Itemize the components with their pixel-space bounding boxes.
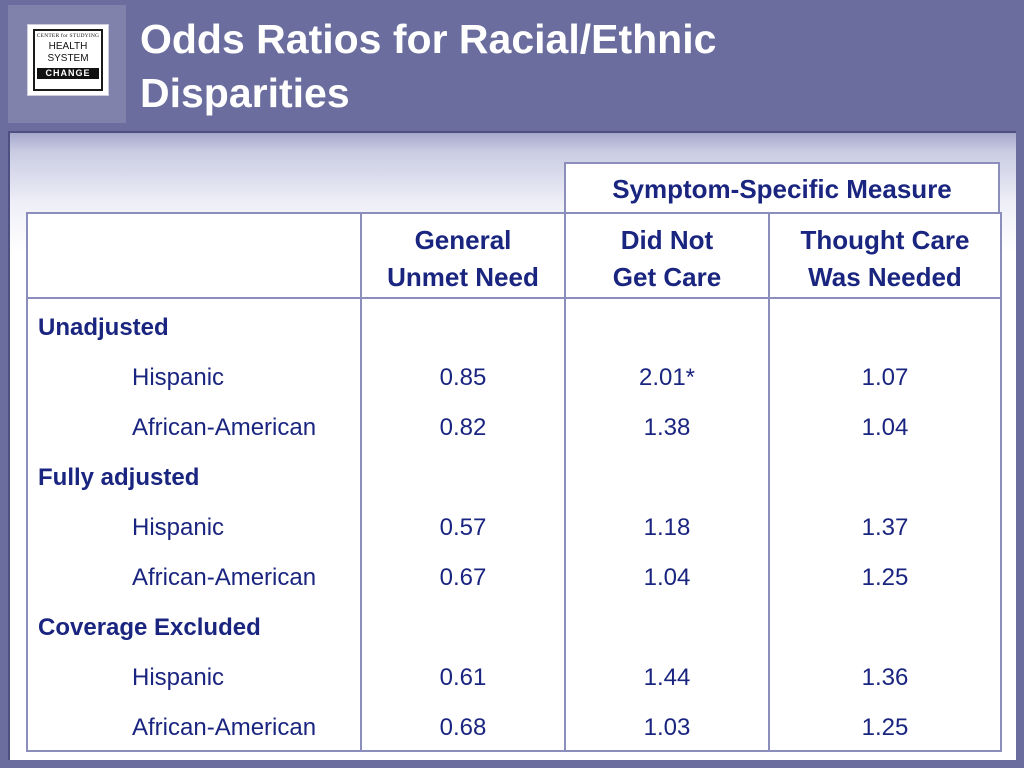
column-header-line: Did Not — [620, 225, 714, 255]
cell-value: 0.68 — [439, 714, 487, 741]
column-header-line: Thought Care — [800, 225, 970, 255]
row-label: Hispanic — [132, 664, 225, 691]
logo-line-4: CHANGE — [37, 68, 99, 79]
table-row: African-American 0.67 1.04 1.25 — [28, 552, 1000, 602]
column-header-line: Get Care — [612, 262, 722, 292]
slide-content: Symptom-Specific Measure General Unmet N… — [8, 131, 1016, 760]
column-header-thought-care-was-needed: Thought Care Was Needed — [770, 222, 1000, 296]
cell-value: 0.82 — [439, 414, 487, 441]
cell-value: 0.85 — [439, 364, 487, 391]
cell-value: 1.36 — [861, 664, 909, 691]
column-divider — [768, 214, 770, 750]
logo-panel: CENTER for STUDYING HEALTH SYSTEM CHANGE — [8, 5, 126, 123]
logo-frame: CENTER for STUDYING HEALTH SYSTEM CHANGE — [33, 29, 103, 91]
row-label: African-American — [132, 714, 317, 741]
odds-ratio-table: General Unmet Need Did Not Get Care Thou… — [26, 212, 1002, 752]
cell-value: 1.03 — [643, 714, 691, 741]
group-label-unadjusted: Unadjusted — [38, 314, 169, 341]
group-label-coverage-excluded: Coverage Excluded — [38, 614, 261, 641]
table-row-group: Unadjusted — [28, 302, 1000, 352]
table-row: Hispanic 0.85 2.01* 1.07 — [28, 352, 1000, 402]
cell-value: 1.25 — [861, 564, 909, 591]
table-row: African-American 0.82 1.38 1.04 — [28, 402, 1000, 452]
group-label-fully-adjusted: Fully adjusted — [38, 464, 200, 491]
cell-value: 0.57 — [439, 514, 487, 541]
table-row: Hispanic 0.61 1.44 1.36 — [28, 652, 1000, 702]
symptom-specific-header-label: Symptom-Specific Measure — [612, 174, 952, 204]
row-label: African-American — [132, 414, 317, 441]
cell-value: 1.04 — [643, 564, 691, 591]
column-header-did-not-get-care: Did Not Get Care — [566, 222, 768, 296]
cell-value: 1.44 — [643, 664, 691, 691]
column-header-line: Was Needed — [808, 262, 962, 292]
logo-line-3: SYSTEM — [47, 53, 89, 64]
row-label: Hispanic — [132, 514, 225, 541]
header-divider — [28, 297, 1000, 299]
slide-title: Odds Ratios for Racial/Ethnic Disparitie… — [140, 12, 1000, 120]
cell-value: 1.25 — [861, 714, 909, 741]
cell-value: 0.67 — [439, 564, 487, 591]
column-header-line: General — [414, 225, 512, 255]
row-label: African-American — [132, 564, 317, 591]
table-row: Hispanic 0.57 1.18 1.37 — [28, 502, 1000, 552]
column-header-line: Unmet Need — [387, 262, 539, 292]
column-divider — [564, 214, 566, 750]
symptom-specific-header: Symptom-Specific Measure — [564, 162, 1000, 212]
table-row-group: Fully adjusted — [28, 452, 1000, 502]
slide-header: CENTER for STUDYING HEALTH SYSTEM CHANGE… — [0, 0, 1024, 130]
cell-value: 1.04 — [861, 414, 909, 441]
slide-title-line-2: Disparities — [140, 70, 350, 116]
cell-value: 2.01* — [638, 364, 696, 391]
column-divider — [360, 214, 362, 750]
column-header-general-unmet-need: General Unmet Need — [362, 222, 564, 296]
logo-line-1: CENTER for STUDYING — [36, 33, 100, 39]
cell-value: 1.38 — [643, 414, 691, 441]
table-row: African-American 0.68 1.03 1.25 — [28, 702, 1000, 752]
cell-value: 1.07 — [861, 364, 909, 391]
cell-value: 1.37 — [861, 514, 909, 541]
row-label: Hispanic — [132, 364, 225, 391]
cell-value: 0.61 — [439, 664, 487, 691]
cell-value: 1.18 — [643, 514, 691, 541]
table-row-group: Coverage Excluded — [28, 602, 1000, 652]
logo-line-2: HEALTH — [48, 41, 88, 52]
hsc-logo: CENTER for STUDYING HEALTH SYSTEM CHANGE — [27, 24, 109, 96]
slide-title-line-1: Odds Ratios for Racial/Ethnic — [140, 16, 717, 62]
